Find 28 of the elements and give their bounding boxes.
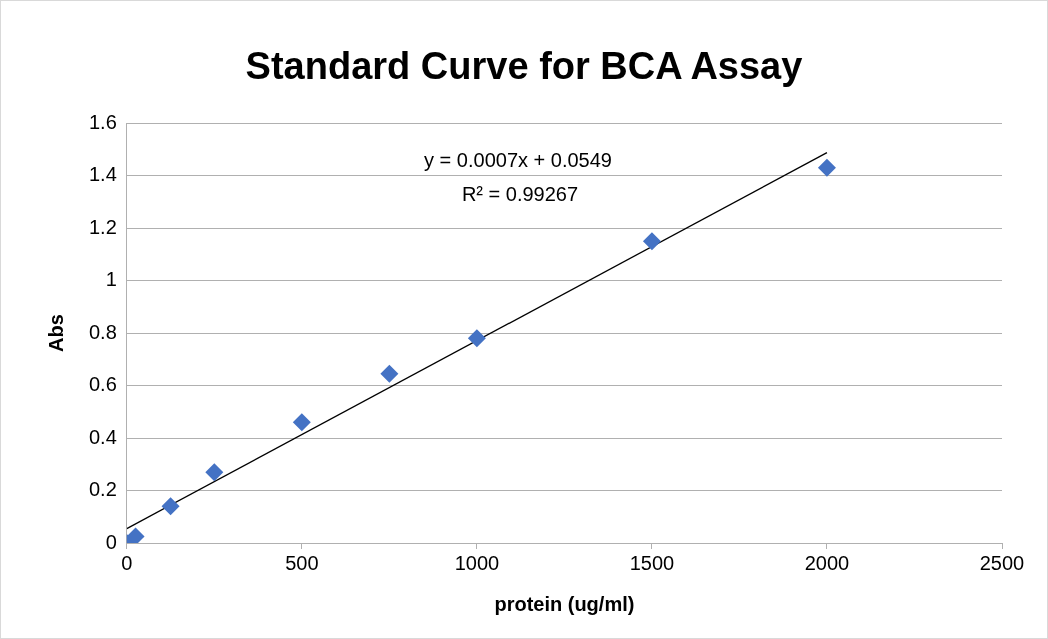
y-axis-title: Abs	[44, 314, 67, 352]
x-axis-title: protein (ug/ml)	[494, 592, 635, 615]
y-tick-label: 0.2	[88, 478, 117, 501]
x-tick-label: 2000	[804, 551, 850, 574]
annotation: y = 0.0007x + 0.0549	[424, 148, 612, 171]
y-tick-label: 1.2	[88, 215, 117, 238]
x-tick-label: 1500	[629, 551, 675, 574]
point	[205, 463, 224, 482]
chart-title: Standard Curve for BCA Assay	[244, 45, 804, 88]
x-tick-label: 0	[121, 551, 133, 574]
point	[380, 364, 399, 383]
x-tick-label: 1000	[454, 551, 500, 574]
y-tick-label: 0.8	[88, 320, 117, 343]
point	[642, 232, 661, 251]
x-tick-label: 500	[285, 551, 319, 574]
y-tick-label: 0.6	[88, 373, 117, 396]
annotation: R² = 0.99267	[461, 182, 579, 205]
y-tick-label: 1	[105, 268, 117, 291]
point	[126, 527, 145, 543]
point	[161, 497, 180, 516]
point	[817, 158, 836, 177]
point	[467, 329, 486, 348]
y-tick-label: 0.4	[88, 425, 117, 448]
y-tick-label: 0	[105, 530, 117, 553]
y-tick-label: 1.6	[88, 110, 117, 133]
point	[292, 413, 311, 432]
x-tick-label: 2500	[979, 551, 1025, 574]
y-tick-label: 1.4	[88, 163, 117, 186]
